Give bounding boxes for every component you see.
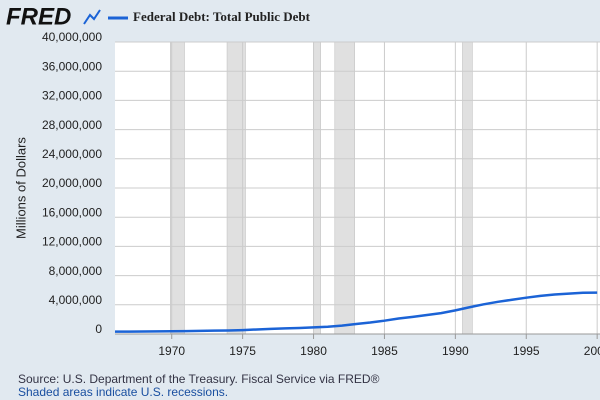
x-tick-label: 1975 [229,344,256,358]
series-line [114,291,598,333]
logo-icon [83,9,101,25]
y-tick-label: 28,000,000 [42,118,102,132]
y-tick-label: 40,000,000 [42,30,102,44]
y-axis-title: Millions of Dollars [13,137,28,239]
y-tick-label: 8,000,000 [49,264,103,278]
y-tick-label: 16,000,000 [42,205,102,219]
x-tick-label: 1990 [442,344,469,358]
y-tick-label: 12,000,000 [42,235,102,249]
x-tick-label: 1995 [513,344,540,358]
y-tick-label: 36,000,000 [42,59,102,73]
x-tick-label: 1970 [158,344,185,358]
x-tick-label: 1980 [300,344,327,358]
x-tick-label: 2000 [584,344,600,358]
y-tick-label: 0 [95,322,102,336]
legend-label: Federal Debt: Total Public Debt [133,9,311,24]
x-tick-label: 1985 [371,344,398,358]
y-tick-label: 32,000,000 [42,89,102,103]
logo: FRED [6,3,71,30]
y-tick-label: 24,000,000 [42,147,102,161]
y-tick-label: 20,000,000 [42,176,102,190]
y-tick-label: 4,000,000 [49,293,103,307]
recession-note: Shaded areas indicate U.S. recessions. [18,385,228,399]
source: Source: U.S. Department of the Treasury.… [18,372,380,386]
